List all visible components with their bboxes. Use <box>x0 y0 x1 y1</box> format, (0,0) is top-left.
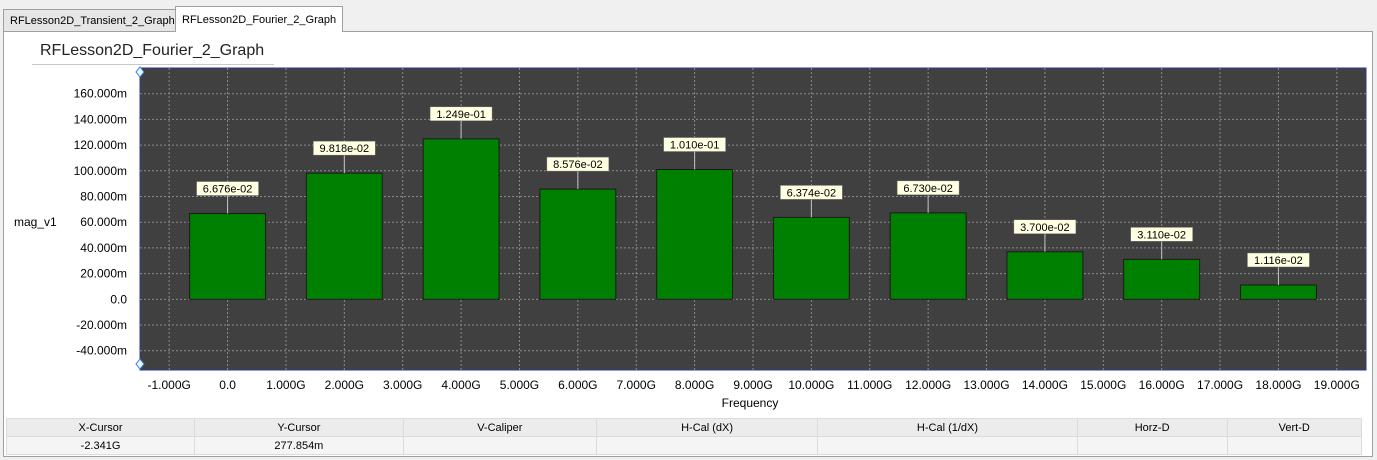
value-h-cal-dx <box>595 436 819 455</box>
value-h-cal-inv-dx <box>817 436 1078 455</box>
value-v-caliper <box>402 436 597 455</box>
data-label-box <box>196 181 259 196</box>
data-label: 3.110e-02 <box>1137 229 1186 241</box>
x-tick-label: 12.000G <box>905 378 951 392</box>
x-tick-label: 7.000G <box>617 378 656 392</box>
x-tick-label: -1.000G <box>148 378 191 392</box>
x-tick-label: 3.000G <box>383 378 422 392</box>
x-tick-label: 13.000G <box>964 378 1010 392</box>
bars <box>189 138 1317 300</box>
x-tick-label: 14.000G <box>1022 378 1068 392</box>
x-tick-label: 11.000G <box>847 378 892 392</box>
x-tick-label: 9.000G <box>733 378 772 392</box>
x-tick-label: 6.000G <box>558 378 597 392</box>
x-tick-label: 5.000G <box>500 378 539 392</box>
bar <box>1123 258 1201 300</box>
data-label: 1.116e-02 <box>1254 255 1303 267</box>
x-tick-label: 4.000G <box>441 378 480 392</box>
cursor-table: X-Cursor Y-Cursor V-Caliper H-Cal (dX) H… <box>5 418 1362 455</box>
data-label: 6.374e-02 <box>787 187 837 199</box>
y-tick-label: -40.000m <box>76 344 127 358</box>
data-label: 1.010e-01 <box>670 140 720 152</box>
y-tick-label: 60.000m <box>80 215 127 229</box>
header-horz-d: Horz-D <box>1076 418 1228 437</box>
x-tick-label: 16.000G <box>1139 378 1185 392</box>
header-x-cursor: X-Cursor <box>5 418 196 437</box>
x-tick-label: 1.000G <box>266 378 305 392</box>
x-axis-label: Frequency <box>721 396 779 410</box>
data-label-box <box>896 180 960 196</box>
cursor-marker-icon <box>135 66 145 78</box>
data-label-box <box>780 185 843 200</box>
bar <box>539 188 617 300</box>
bar <box>189 213 267 300</box>
tab-bar: RFLesson2D_Transient_2_Graph RFLesson2D_… <box>0 0 1377 32</box>
bar <box>656 169 734 300</box>
data-label-box <box>429 106 493 122</box>
y-tick-label: 80.000m <box>80 190 127 204</box>
y-tick-label: 20.000m <box>80 267 127 281</box>
data-label: 9.818e-02 <box>320 143 370 155</box>
bar <box>1239 284 1317 300</box>
value-horz-d <box>1076 436 1228 455</box>
x-tick-labels: -1.000G 0.0 1.000G 2.000G 3.000G 4.000G 5.000G… <box>148 378 1360 392</box>
y-axis-label: mag_v1 <box>14 215 57 229</box>
x-tick-label: 18.000G <box>1255 378 1301 392</box>
data-label-box <box>313 140 376 156</box>
y-tick-label: 160.000m <box>74 87 127 101</box>
y-tick-labels: 160.000m 140.000m 120.000m 100.000m 80.000m 6… <box>74 87 128 358</box>
value-y-cursor: 277.854m <box>194 436 404 455</box>
cursor-marker-icon <box>135 358 145 370</box>
bar <box>772 216 850 300</box>
cursor-table-header: X-Cursor Y-Cursor V-Caliper H-Cal (dX) H… <box>5 418 1362 437</box>
y-tick-label: 120.000m <box>74 138 127 152</box>
graph-title: RFLesson2D_Fourier_2_Graph <box>40 42 265 59</box>
y-tick-label: 100.000m <box>74 164 127 178</box>
value-vert-d <box>1226 436 1362 455</box>
cursor-table-values: -2.341G 277.854m <box>5 436 1362 455</box>
bar <box>422 138 500 300</box>
x-tick-label: 10.000G <box>788 378 834 392</box>
value-x-cursor: -2.341G <box>5 436 196 455</box>
data-label: 6.676e-02 <box>203 184 253 196</box>
x-tick-label: 19.000G <box>1314 378 1360 392</box>
x-tick-label: 15.000G <box>1080 378 1126 392</box>
header-v-caliper: V-Caliper <box>402 418 597 437</box>
x-tick-label: 2.000G <box>325 378 364 392</box>
bar <box>889 212 967 300</box>
header-vert-d: Vert-D <box>1226 418 1362 437</box>
header-h-cal-dx: H-Cal (dX) <box>595 418 819 437</box>
data-label: 8.576e-02 <box>553 159 603 171</box>
y-tick-label: 40.000m <box>80 241 127 255</box>
bar <box>1006 251 1084 300</box>
header-y-cursor: Y-Cursor <box>194 418 404 437</box>
x-tick-label: 17.000G <box>1197 378 1243 392</box>
data-label-box <box>663 137 726 152</box>
data-label-box <box>1013 219 1077 235</box>
header-h-cal-inv-dx: H-Cal (1/dX) <box>817 418 1078 437</box>
tab-fourier-graph[interactable]: RFLesson2D_Fourier_2_Graph <box>175 6 344 32</box>
data-label: 6.730e-02 <box>903 183 953 195</box>
cursor-markers <box>135 66 145 370</box>
y-tick-label: -20.000m <box>76 318 127 332</box>
title-divider <box>32 64 274 65</box>
bar <box>305 172 383 300</box>
data-labels: 6.676e-02 9.818e-02 1.249e-01 8.576e-02 1.01… <box>196 106 1310 285</box>
data-label: 1.249e-01 <box>436 109 486 121</box>
data-label-box <box>546 156 610 172</box>
x-tick-label: 0.0 <box>219 378 236 392</box>
y-tick-label: 140.000m <box>74 112 127 126</box>
x-tick-label: 8.000G <box>675 378 714 392</box>
data-label: 3.700e-02 <box>1020 222 1070 234</box>
data-label-box <box>1130 227 1193 242</box>
y-tick-label: 0.0 <box>110 292 127 306</box>
data-label-box <box>1247 252 1310 268</box>
